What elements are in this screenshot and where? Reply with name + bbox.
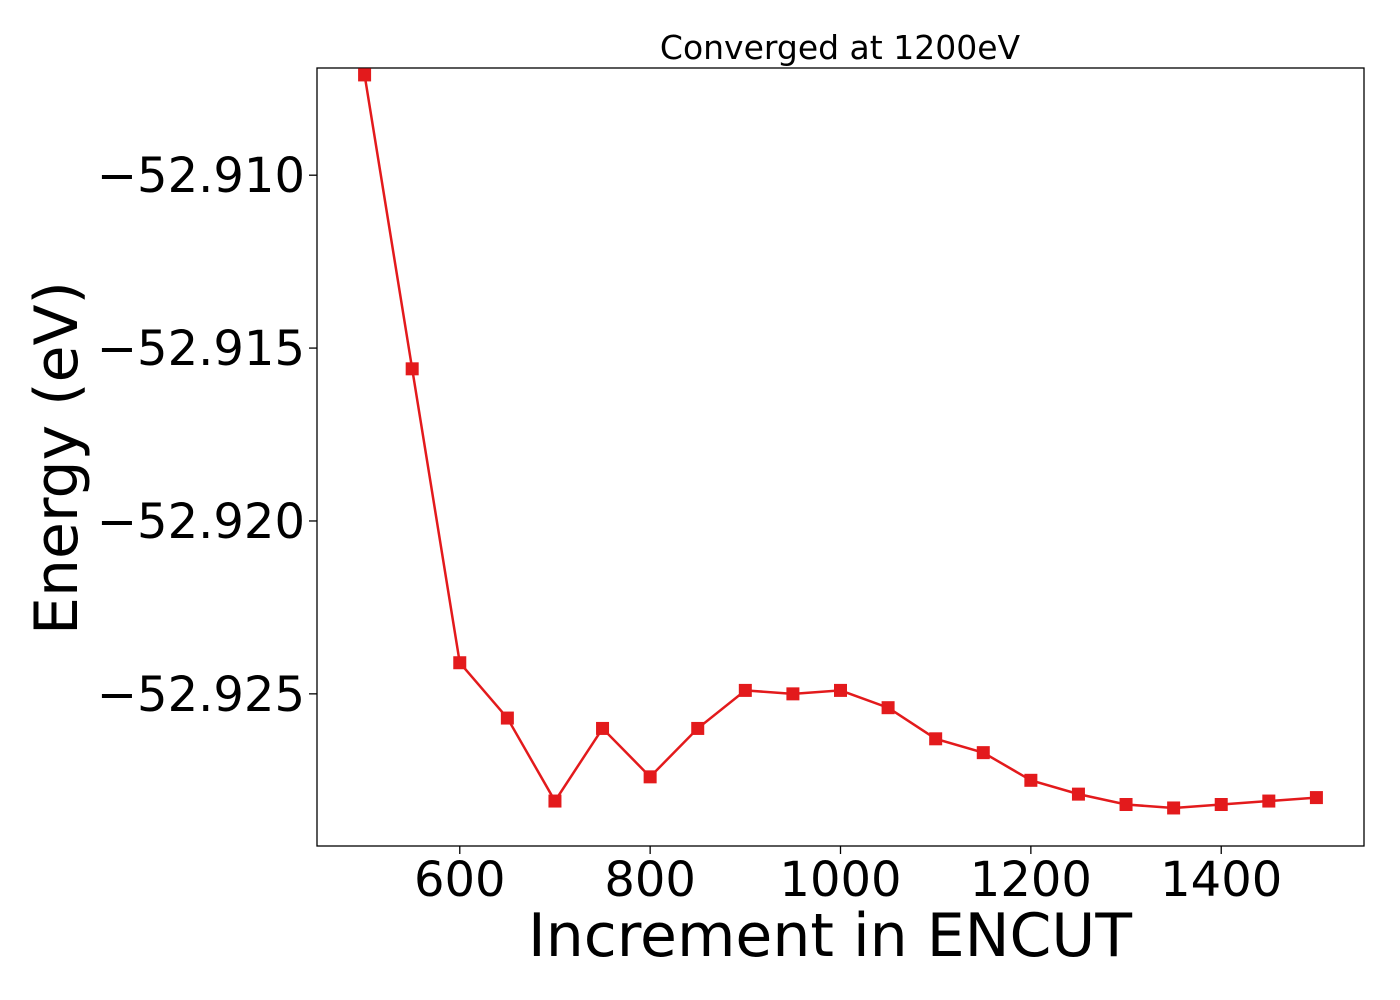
- data-point: [1167, 801, 1181, 815]
- x-tick-label: 1400: [1160, 852, 1282, 908]
- y-tick-label: −52.915: [97, 321, 305, 377]
- plot-area: [316, 67, 1365, 847]
- y-tick-label: −52.925: [97, 667, 305, 723]
- y-axis: −52.910 −52.915 −52.920 −52.925: [97, 148, 317, 723]
- data-point: [405, 362, 419, 376]
- data-point: [786, 687, 800, 701]
- data-point: [1119, 798, 1133, 812]
- y-axis-label: Energy (eV): [22, 281, 92, 635]
- data-point: [596, 721, 610, 735]
- data-point: [738, 683, 752, 697]
- data-point: [834, 683, 847, 697]
- data-point: [500, 711, 514, 725]
- data-point: [1214, 798, 1228, 812]
- x-axis: 600 800 1000 1200 1400: [414, 846, 1282, 908]
- x-tick-label: 600: [414, 852, 506, 908]
- series-line: [363, 74, 1317, 810]
- data-point: [453, 656, 467, 670]
- data-point: [929, 732, 943, 746]
- x-tick-label: 1000: [779, 852, 901, 908]
- x-axis-label: Increment in ENCUT: [528, 901, 1132, 971]
- data-point: [691, 721, 705, 735]
- x-tick-label: 1200: [970, 852, 1092, 908]
- data-point: [548, 794, 562, 808]
- data-point: [976, 746, 990, 760]
- data-point: [1071, 787, 1085, 801]
- chart-title: Converged at 1200eV: [660, 28, 1021, 67]
- data-point: [643, 770, 657, 784]
- series-markers: [358, 68, 1323, 815]
- x-tick-label: 800: [604, 852, 696, 908]
- data-point: [881, 701, 895, 715]
- data-point: [358, 68, 372, 82]
- data-point: [1024, 773, 1038, 787]
- data-point: [1309, 791, 1323, 805]
- y-tick-label: −52.910: [97, 148, 305, 204]
- y-tick-label: −52.920: [97, 494, 305, 550]
- data-point: [1262, 794, 1276, 808]
